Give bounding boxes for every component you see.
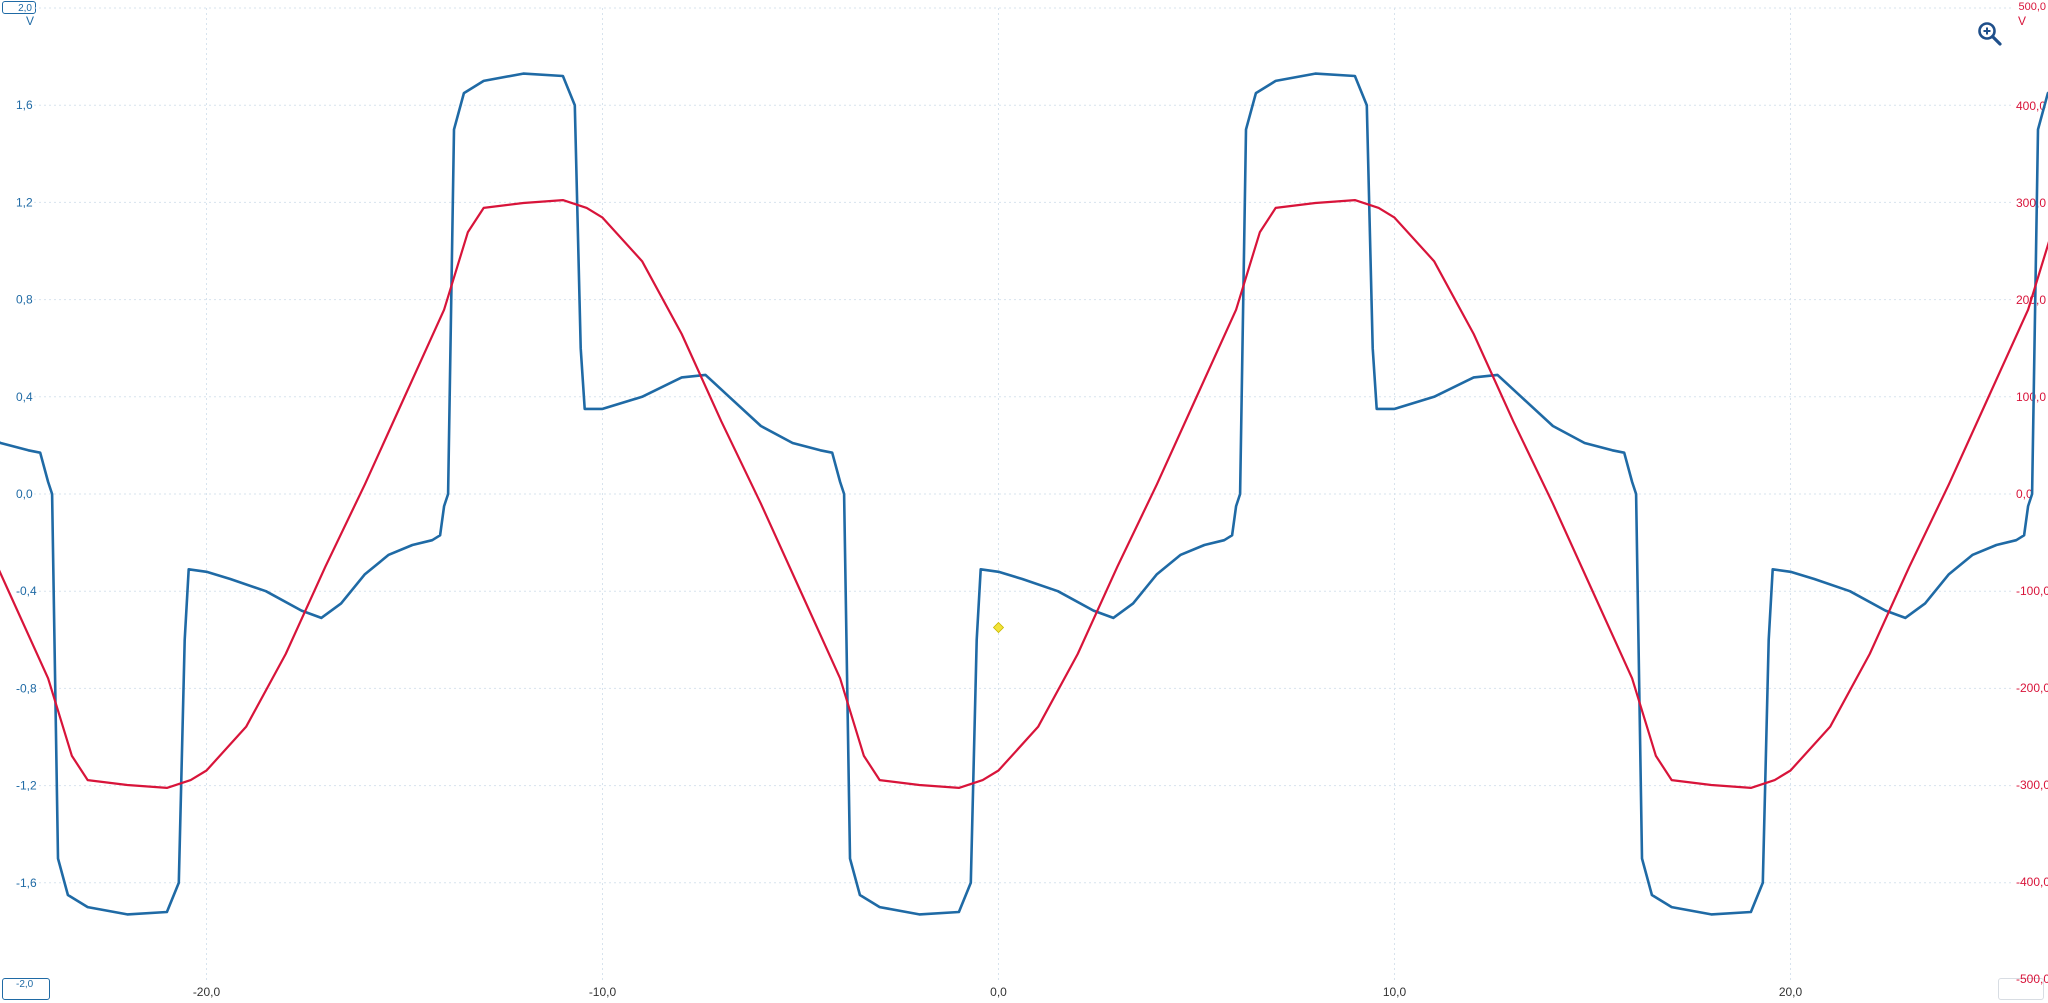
- trigger-marker: [992, 621, 1005, 634]
- right-axis-unit: V: [2017, 14, 2026, 28]
- x-tick-label: -20,0: [193, 985, 221, 999]
- trigger-marker-diamond: [992, 621, 1005, 634]
- trace-left-axis: [0, 72, 2048, 916]
- x-tick-label: 0,0: [990, 985, 1007, 999]
- left-axis-bottom-range-box[interactable]: -2,0: [2, 978, 50, 1000]
- left-tick-label: -1,6: [16, 876, 37, 890]
- trace-right-axis: [0, 199, 2048, 789]
- x-tick-label: 10,0: [1383, 985, 1407, 999]
- left-tick-label: -1,2: [16, 779, 37, 793]
- left-axis-unit: V: [26, 14, 35, 28]
- zoom-in-icon[interactable]: [1976, 20, 2004, 48]
- right-tick-label: -300,0: [2016, 778, 2048, 792]
- plot-grid: [34, 7, 2014, 980]
- left-tick-label: 0,0: [16, 487, 33, 501]
- x-tick-label: 20,0: [1779, 985, 1803, 999]
- left-tick-label: 0,8: [16, 293, 33, 307]
- right-tick-label: 0,0: [2016, 487, 2033, 501]
- x-tick-label: -10,0: [589, 985, 617, 999]
- right-tick-label: 100,0: [2016, 390, 2046, 404]
- left-tick-label: -0,8: [16, 681, 37, 695]
- right-tick-label: -400,0: [2016, 875, 2048, 889]
- left-tick-label: 1,6: [16, 98, 33, 112]
- left-axis-ticks: 1,6 1,2 0,8 0,4 0,0 -0,4 -0,8 -1,2 -1,6: [16, 98, 37, 890]
- right-tick-label: -100,0: [2016, 584, 2048, 598]
- left-tick-label: 0,4: [16, 390, 33, 404]
- right-axis-range-box[interactable]: 500,0: [2018, 1, 2046, 13]
- traces: [0, 72, 2048, 916]
- right-tick-label: -500,0: [2016, 972, 2048, 986]
- right-tick-label: 400,0: [2016, 99, 2046, 113]
- bottom-right-control[interactable]: [1998, 978, 2044, 1000]
- right-axis-ticks: 400,0300,0200,0100,00,0-100,0-200,0-300,…: [2016, 99, 2048, 986]
- left-tick-label: 1,2: [16, 195, 33, 209]
- right-tick-label: -200,0: [2016, 681, 2048, 695]
- right-tick-label: 300,0: [2016, 196, 2046, 210]
- x-axis-ticks: -40,0-30,0-20,0-10,00,010,020,030,040,05…: [193, 985, 1803, 999]
- left-tick-label: -0,4: [16, 584, 37, 598]
